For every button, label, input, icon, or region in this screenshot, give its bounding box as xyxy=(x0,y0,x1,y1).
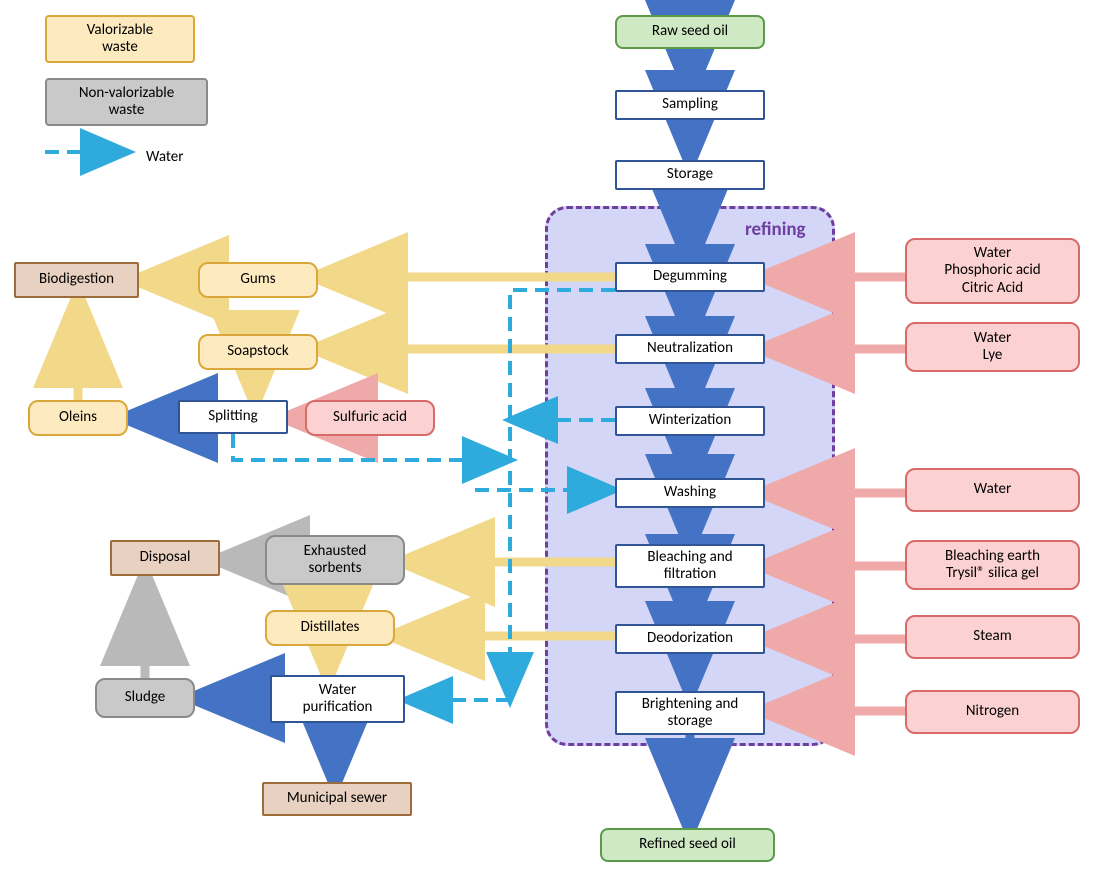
node-raw_oil: Raw seed oil xyxy=(615,15,765,49)
node-distillates: Distillates xyxy=(265,610,395,646)
node-in_bleaching: Bleaching earth Trysil® silica gel xyxy=(905,540,1080,590)
node-storage: Storage xyxy=(615,160,765,190)
node-in_steam: Steam xyxy=(905,615,1080,659)
node-oleins: Oleins xyxy=(28,400,128,436)
refining-label: refining xyxy=(745,218,806,241)
node-soapstock: Soapstock xyxy=(198,334,318,370)
node-bleaching: Bleaching and filtration xyxy=(615,544,765,588)
node-washing: Washing xyxy=(615,478,765,508)
node-gums: Gums xyxy=(198,262,318,298)
node-brightening: Brightening and storage xyxy=(615,691,765,735)
node-in_nitrogen: Nitrogen xyxy=(905,690,1080,734)
water-w-split-out xyxy=(233,434,510,460)
node-refined_oil: Refined seed oil xyxy=(600,828,775,862)
node-degumming: Degumming xyxy=(615,262,765,292)
legend-water-label: Water xyxy=(140,145,189,170)
node-sulfuric: Sulfuric acid xyxy=(305,400,435,436)
node-waterpur: Water purification xyxy=(270,675,405,723)
node-deodorization: Deodorization xyxy=(615,624,765,654)
node-splitting: Splitting xyxy=(178,400,288,434)
legend-nonvalorizable: Non-valorizable waste xyxy=(45,78,208,126)
node-in_neutral: Water Lye xyxy=(905,322,1080,372)
node-disposal: Disposal xyxy=(110,540,220,576)
node-exhausted: Exhausted sorbents xyxy=(265,535,405,585)
node-sludge: Sludge xyxy=(95,678,195,718)
node-neutralization: Neutralization xyxy=(615,334,765,364)
node-in_degumming: Water Phosphoric acid Citric Acid xyxy=(905,238,1080,304)
legend-valorizable: Valorizable waste xyxy=(45,15,195,63)
node-sewer: Municipal sewer xyxy=(262,782,412,816)
node-sampling: Sampling xyxy=(615,90,765,120)
node-biodigestion: Biodigestion xyxy=(14,262,139,298)
node-in_washing: Water xyxy=(905,468,1080,512)
node-winterization: Winterization xyxy=(615,406,765,436)
